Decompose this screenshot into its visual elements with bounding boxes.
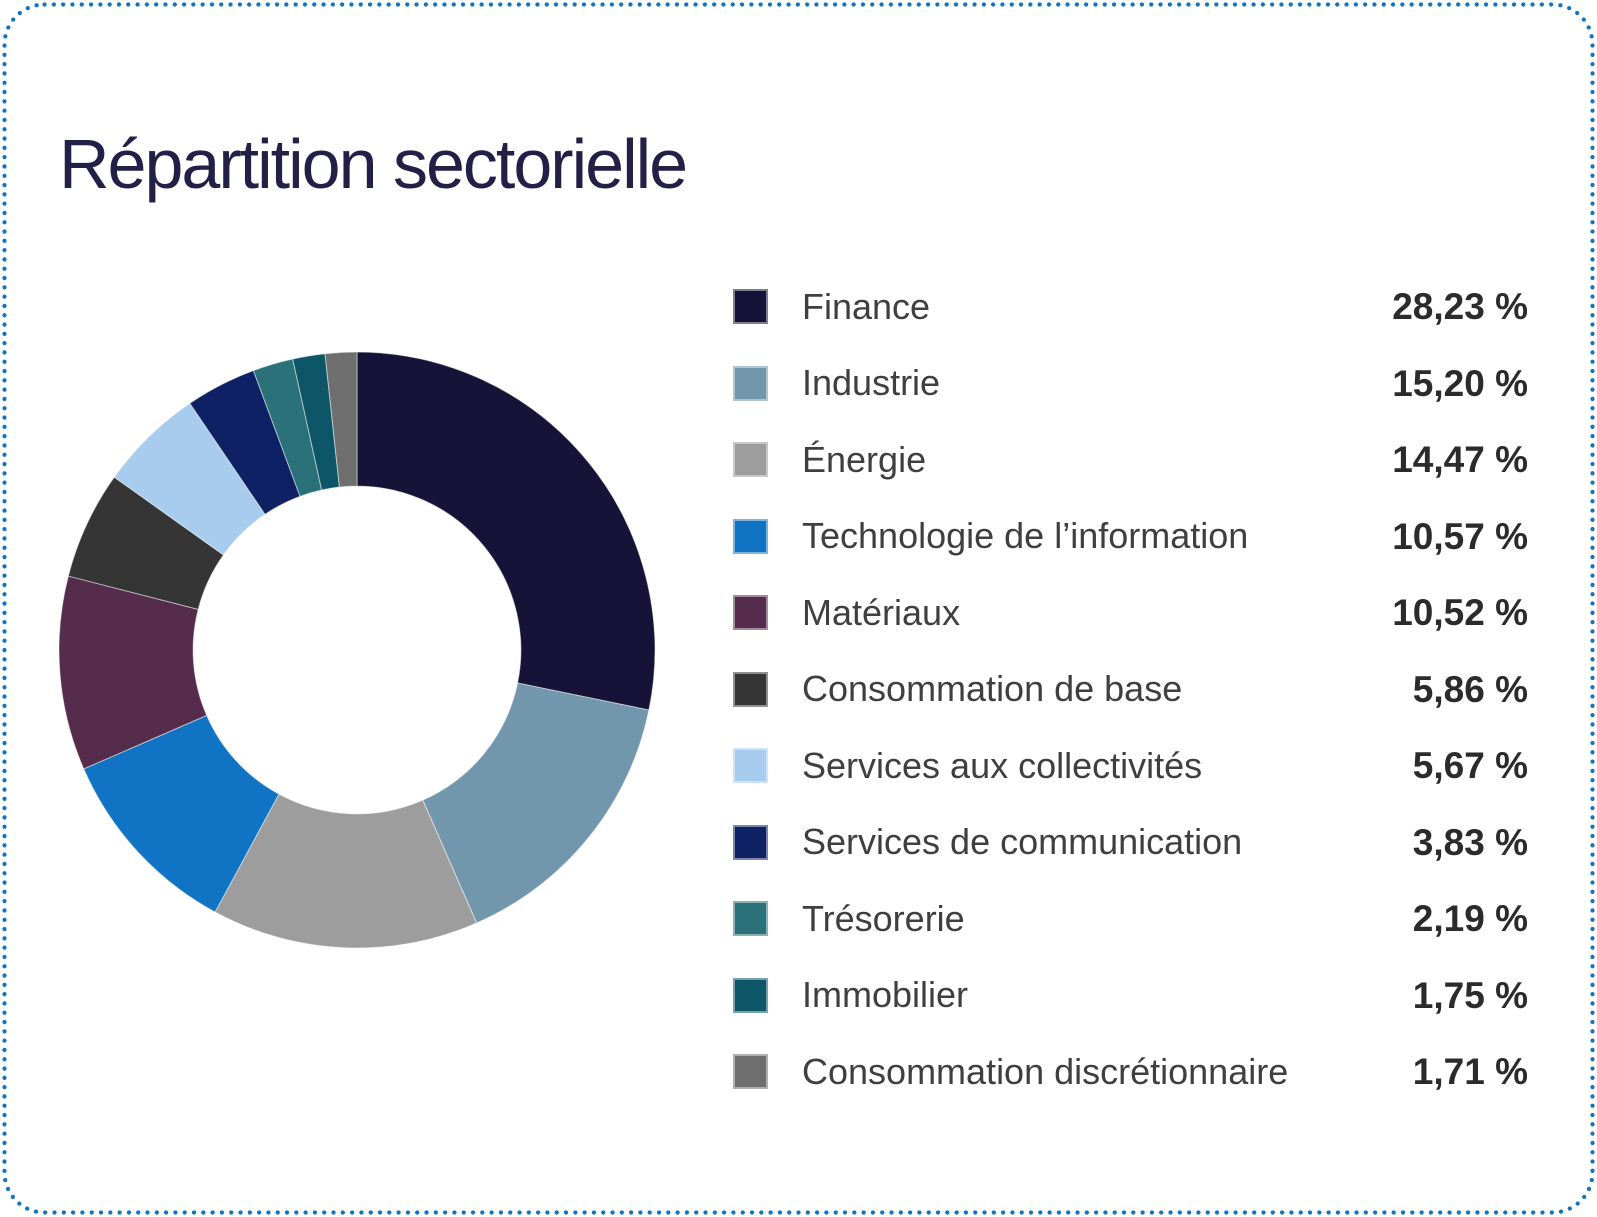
legend-swatch xyxy=(733,289,768,324)
legend-label: Technologie de l’information xyxy=(802,515,1249,556)
legend-label: Immobilier xyxy=(802,974,969,1015)
donut-slice-1 xyxy=(422,682,650,924)
legend-item-10: Consommation discrétionnaire 1,71 % xyxy=(733,1051,1528,1092)
legend-item-5: Consommation de base 5,86 % xyxy=(733,669,1528,710)
legend-item-1: Industrie 15,20 % xyxy=(733,363,1528,404)
legend-item-4: Matériaux 10,52 % xyxy=(733,592,1528,633)
legend-label: Services aux collectivités xyxy=(802,744,1203,786)
legend-swatch xyxy=(733,1054,768,1089)
legend-swatch xyxy=(733,748,768,783)
legend-label: Consommation discrétionnaire xyxy=(802,1050,1289,1092)
legend-item-7: Services de communication 3,83 % xyxy=(733,822,1528,863)
legend-swatch xyxy=(733,901,768,936)
donut-chart xyxy=(58,351,656,949)
page-title: Répartition sectorielle xyxy=(59,125,688,203)
legend-value: 14,47 % xyxy=(1392,439,1528,480)
donut-slice-2 xyxy=(214,793,478,949)
legend-swatch xyxy=(733,442,768,477)
legend-swatch xyxy=(733,595,768,630)
legend-label: Trésorerie xyxy=(802,897,965,939)
donut-slice-0 xyxy=(356,351,656,711)
legend-value: 2,19 % xyxy=(1412,898,1528,939)
chart-legend: Finance 28,23 % Industrie 15,20 % Énergi… xyxy=(733,286,1528,1092)
legend-swatch xyxy=(733,671,768,707)
legend-value: 5,86 % xyxy=(1412,668,1528,710)
legend-label: Consommation de base xyxy=(802,668,1183,709)
legend-value: 10,52 % xyxy=(1392,592,1528,633)
legend-item-9: Immobilier 1,75 % xyxy=(733,975,1528,1016)
legend-item-8: Trésorerie 2,19 % xyxy=(733,898,1528,939)
legend-value: 1,71 % xyxy=(1412,1051,1528,1092)
legend-label: Finance xyxy=(802,285,931,327)
legend-value: 3,83 % xyxy=(1412,821,1528,863)
legend-value: 28,23 % xyxy=(1392,286,1528,327)
legend-label: Énergie xyxy=(802,438,927,480)
legend-value: 5,67 % xyxy=(1412,745,1528,786)
legend-item-2: Énergie 14,47 % xyxy=(733,439,1528,480)
donut-slice-10 xyxy=(324,351,358,488)
legend-label: Matériaux xyxy=(802,591,961,633)
legend-item-0: Finance 28,23 % xyxy=(733,286,1528,327)
legend-label: Services de communication xyxy=(802,821,1243,862)
legend-value: 10,57 % xyxy=(1392,515,1528,557)
legend-item-3: Technologie de l’information 10,57 % xyxy=(733,516,1528,557)
legend-swatch xyxy=(733,365,768,401)
legend-item-6: Services aux collectivités 5,67 % xyxy=(733,745,1528,786)
legend-swatch xyxy=(733,977,768,1013)
legend-label: Industrie xyxy=(802,362,941,403)
legend-value: 15,20 % xyxy=(1392,362,1528,404)
legend-value: 1,75 % xyxy=(1412,974,1528,1016)
legend-swatch xyxy=(733,518,768,554)
legend-swatch xyxy=(733,824,768,860)
